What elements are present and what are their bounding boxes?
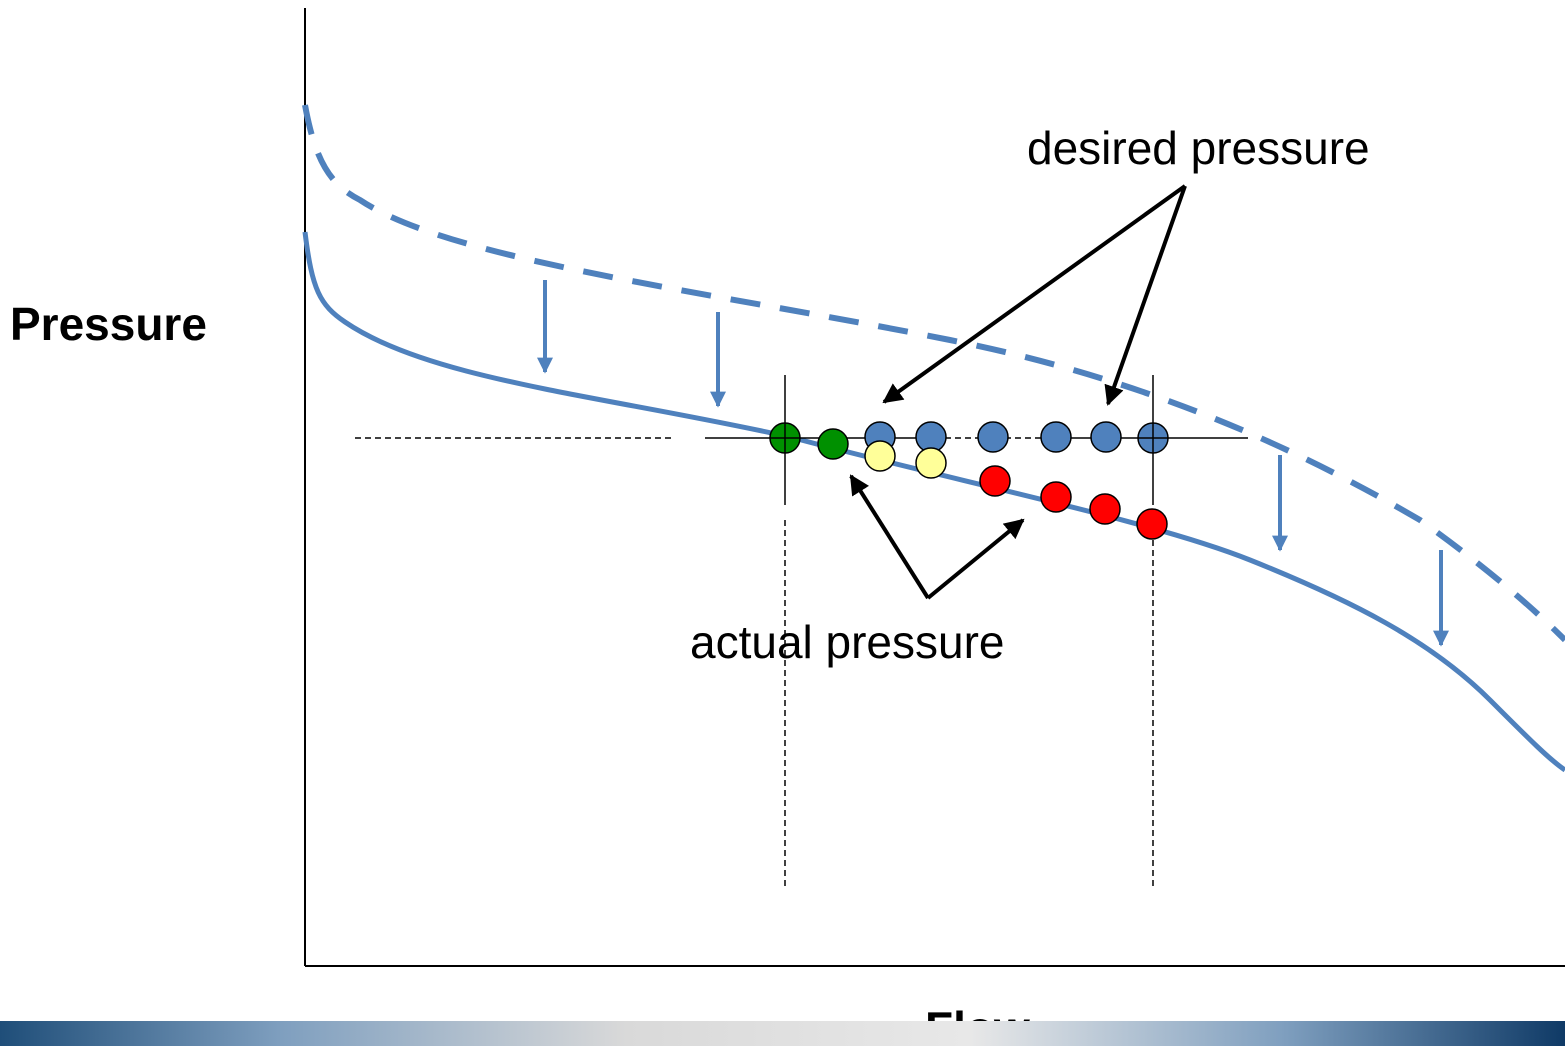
- desired-point: [1090, 421, 1122, 453]
- actual-point-green: [817, 428, 849, 460]
- actual-arrow-icon: [926, 518, 1025, 600]
- desired-arrow-icon: [882, 184, 1187, 404]
- footer-bar: [0, 1021, 1565, 1046]
- actual-point-red: [1089, 493, 1121, 525]
- desired-point: [977, 421, 1009, 453]
- desired-pressure-label: desired pressure: [1027, 122, 1370, 174]
- solid-curve: [302, 231, 1565, 773]
- actual-point-red: [1040, 481, 1072, 513]
- actual-pressure-label: actual pressure: [690, 616, 1005, 668]
- desired-point: [1040, 421, 1072, 453]
- y-axis-title: Pressure: [10, 298, 207, 350]
- actual-point-red: [1136, 508, 1168, 540]
- desired-arrow-icon: [1104, 185, 1187, 406]
- dashed-curve: [302, 104, 1565, 643]
- actual-point-yellow: [864, 440, 896, 472]
- actual-point-yellow: [915, 447, 947, 479]
- actual-point-red: [979, 465, 1011, 497]
- actual-arrow-icon: [849, 474, 930, 600]
